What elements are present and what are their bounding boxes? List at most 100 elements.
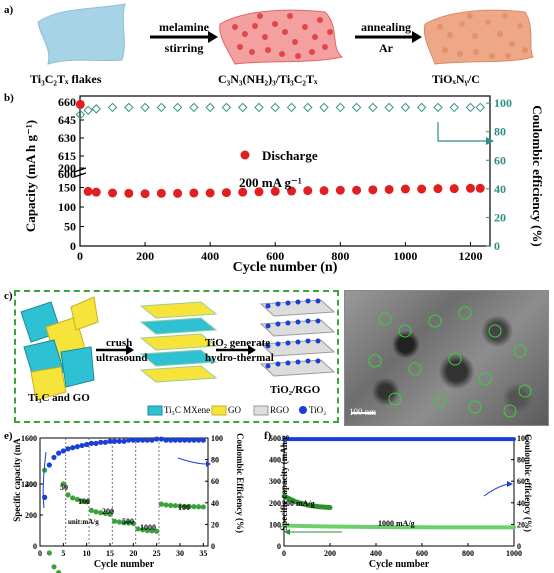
b-discharge-point-24 bbox=[449, 184, 459, 194]
f-ytick-left-300: 300 bbox=[269, 477, 281, 486]
b-discharge-point-12 bbox=[254, 187, 264, 197]
panel-c-scheme bbox=[20, 296, 336, 416]
b-xtick-200: 200 bbox=[136, 249, 154, 263]
b-discharge-point-23 bbox=[433, 184, 443, 194]
e-ytick-left-200: 200 bbox=[25, 511, 37, 520]
e-cap-point-31 bbox=[186, 503, 192, 510]
ce-arrow bbox=[437, 122, 486, 142]
e-xtick-25: 25 bbox=[153, 549, 161, 558]
e-ce-point-24 bbox=[154, 436, 160, 442]
e-cap-point-28 bbox=[172, 503, 178, 509]
e-cap-point-8 bbox=[79, 498, 85, 504]
b-ce-point-14 bbox=[286, 102, 297, 113]
b-ce-point-25 bbox=[465, 102, 476, 113]
b-discharge-point-5 bbox=[140, 189, 150, 199]
material-ti3c2tx: Ti₃C₂Tₓ flakes bbox=[30, 72, 102, 86]
b-discharge-point-14 bbox=[287, 186, 297, 196]
b-discharge-point-22 bbox=[417, 184, 427, 194]
e-ce-point-25 bbox=[158, 436, 164, 442]
middle-stack bbox=[139, 301, 218, 383]
e-xtick-10: 10 bbox=[83, 549, 91, 558]
rate-label-b: 200 mA g⁻¹ bbox=[239, 175, 302, 190]
b-xtick-1200: 1200 bbox=[458, 249, 482, 263]
e-ce-point-4 bbox=[60, 448, 66, 454]
e-ytick-right-20: 20 bbox=[211, 520, 219, 529]
e-cap-point-21 bbox=[140, 527, 146, 533]
ylabel-b-right: Coulombic efficiency (%) bbox=[530, 105, 545, 247]
b-discharge-point-15 bbox=[303, 186, 313, 196]
e-cap-point-1 bbox=[46, 550, 52, 556]
b-discharge-point-0 bbox=[75, 99, 85, 109]
b-discharge-point-6 bbox=[156, 188, 166, 198]
chart-e-frame bbox=[39, 437, 209, 547]
e-ce-point-18 bbox=[126, 437, 132, 443]
e-cap-point-34 bbox=[200, 504, 206, 510]
f-xtick-200: 200 bbox=[324, 549, 336, 558]
f-ytick-right-60: 60 bbox=[517, 477, 525, 486]
e-ce-point-15 bbox=[112, 438, 118, 444]
ylabel-f-left: Specific capacity (mAh/g bbox=[279, 435, 289, 531]
e-ce-point-9 bbox=[84, 441, 90, 448]
b-ytick-left-600: 600 bbox=[58, 167, 76, 181]
ylabel-b-left: Capacity (mA h g⁻¹) bbox=[23, 119, 38, 233]
e-xtick-35: 35 bbox=[199, 549, 207, 558]
ti3c2tx-flake-shape bbox=[37, 3, 126, 65]
f-xtick-600: 600 bbox=[416, 549, 428, 558]
step-annealing-label: annealing bbox=[360, 20, 411, 34]
b-discharge-point-20 bbox=[384, 184, 394, 194]
rate-label-500: 500 bbox=[122, 517, 134, 526]
b-ytick-right-0: 0 bbox=[494, 239, 500, 253]
b-ytick-right-40: 40 bbox=[494, 182, 506, 196]
e-cap-point-17 bbox=[121, 520, 127, 526]
b-xtick-600: 600 bbox=[266, 249, 284, 263]
e-ce-point-21 bbox=[140, 437, 146, 443]
material-melamine-ti3c2tx: C₃N₃(NH₂)₃/Ti₃C₂Tₓ bbox=[218, 72, 318, 86]
ylabel-e-right: Coulombic Efficiency (%) bbox=[235, 433, 245, 533]
b-ce-point-4 bbox=[124, 102, 134, 113]
rate-label-1000: 1000 bbox=[140, 523, 156, 532]
e-cap-point-20 bbox=[135, 526, 141, 532]
b-ytick-left-660: 660 bbox=[58, 95, 76, 109]
step-crush-label: crush bbox=[106, 337, 133, 349]
b-discharge-point-10 bbox=[221, 188, 231, 198]
e-cap-point-22 bbox=[144, 527, 150, 534]
e-cap-point-32 bbox=[191, 504, 197, 510]
e-ce-point-6 bbox=[70, 445, 76, 451]
e-cap-point-6 bbox=[70, 495, 76, 501]
xlabel-f: Cycle number bbox=[368, 559, 430, 570]
b-ytick-left-615: 615 bbox=[58, 149, 76, 163]
b-ce-point-8 bbox=[189, 102, 199, 113]
e-ce-point-14 bbox=[107, 438, 113, 444]
f-ytick-right-40: 40 bbox=[517, 499, 525, 508]
e-cap-point-25 bbox=[158, 501, 164, 507]
b-ytick-right-100: 100 bbox=[494, 96, 512, 110]
f-ytick-left-500: 500 bbox=[269, 434, 281, 443]
e-ce-point-31 bbox=[186, 437, 192, 443]
e-ce-point-20 bbox=[135, 437, 141, 443]
ylabel-f-right: Coulombic efficiency (%) bbox=[523, 434, 533, 532]
e-ce-point-5 bbox=[65, 446, 71, 452]
ylabel-e-left: Specific capacity (mA bbox=[12, 438, 22, 522]
b-discharge-point-16 bbox=[319, 186, 329, 196]
chart-b: 0 200 400 600 800 1000 12000501001502006006156… bbox=[58, 95, 512, 263]
e-ce-point-29 bbox=[177, 437, 183, 443]
b-ytick-left-150: 150 bbox=[58, 181, 76, 195]
b-ytick-left-645: 645 bbox=[58, 113, 76, 127]
e-cap-point-24 bbox=[154, 528, 160, 534]
e-ce-point-27 bbox=[168, 437, 174, 443]
e-ytick-left-1200: 1200 bbox=[21, 480, 37, 489]
f-xtick-0: 0 bbox=[282, 549, 286, 558]
chart-f-frame bbox=[283, 437, 515, 547]
panel-b-label: b) bbox=[4, 92, 14, 104]
b-ce-point-16 bbox=[319, 102, 329, 113]
e-ce-point-11 bbox=[93, 440, 99, 446]
e-ce-point-17 bbox=[121, 438, 127, 444]
e-ce-point-8 bbox=[79, 442, 85, 449]
caption-ti3c-go: Ti₃C and GO bbox=[28, 392, 90, 404]
b-ce-point-26 bbox=[475, 102, 485, 113]
xlabel-e: Cycle number bbox=[93, 559, 155, 570]
b-discharge-point-2 bbox=[91, 187, 101, 197]
b-discharge-point-8 bbox=[189, 188, 199, 198]
e-ce-point-33 bbox=[196, 437, 202, 443]
